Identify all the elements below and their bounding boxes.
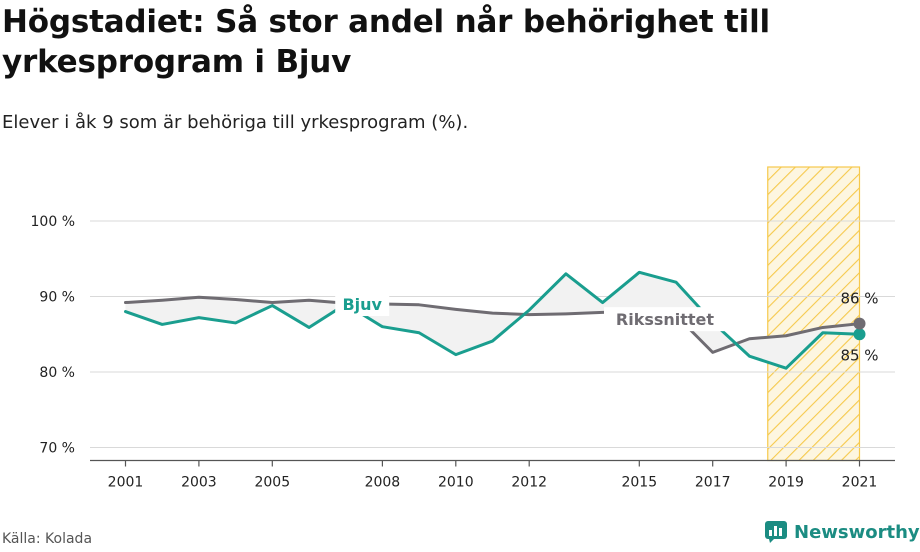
chart-subtitle: Elever i åk 9 som är behöriga till yrkes… — [2, 112, 469, 133]
x-tick-label: 2008 — [365, 475, 401, 491]
highlight-period — [767, 166, 861, 462]
x-tick-label: 2012 — [511, 475, 547, 491]
x-tick-label: 2021 — [842, 475, 878, 491]
series-line-bjuv — [124, 270, 861, 370]
end-label-bjuv: 85 % — [840, 346, 878, 364]
x-tick-label: 2017 — [695, 475, 731, 491]
end-point-riket — [853, 317, 866, 330]
y-tick-label: 90 % — [39, 290, 75, 306]
y-tick-label: 80 % — [39, 365, 75, 381]
y-tick-label: 70 % — [39, 441, 75, 457]
x-tick-label: 2003 — [181, 475, 217, 491]
x-tick-label: 2001 — [108, 475, 144, 491]
x-tick-label: 2019 — [768, 475, 804, 491]
series-label-bg — [603, 307, 726, 332]
brand-name: Newsworthy — [794, 521, 920, 543]
series-label-bjuv: Bjuv — [342, 295, 382, 314]
newsworthy-icon — [765, 521, 787, 543]
source-note: Källa: Kolada — [2, 531, 93, 547]
area-between-series — [125, 272, 860, 369]
x-tick-label: 2010 — [438, 475, 474, 491]
series-label-bg — [335, 292, 390, 317]
end-point-bjuv — [853, 328, 866, 341]
x-tick-label: 2005 — [254, 475, 290, 491]
newsworthy-logo: Newsworthy — [764, 520, 920, 544]
series-label-riket: Rikssnittet — [616, 310, 715, 329]
chart-title: Högstadiet: Så stor andel når behörighet… — [2, 4, 770, 80]
y-tick-label: 100 % — [31, 214, 75, 230]
x-tick-label: 2015 — [621, 475, 657, 491]
end-label-riket: 86 % — [840, 290, 878, 308]
